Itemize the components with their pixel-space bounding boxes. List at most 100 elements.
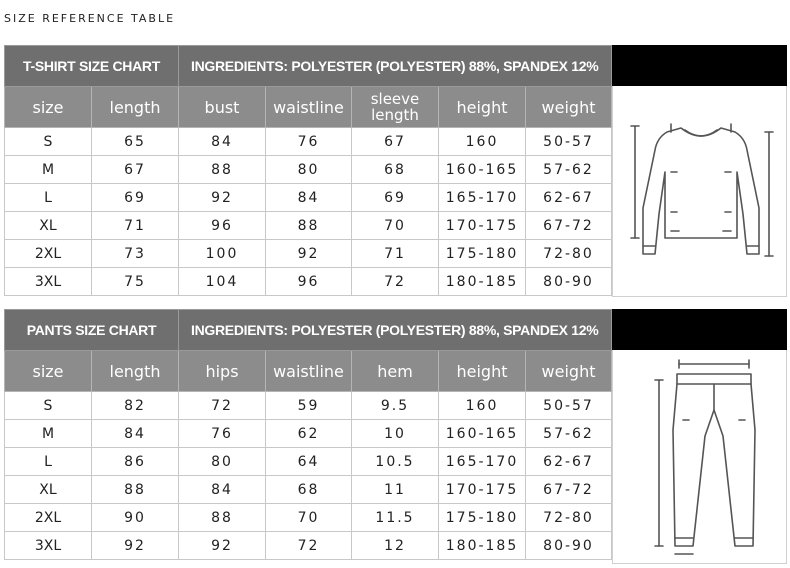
cell-size: S <box>4 127 92 156</box>
cell-waistline: 84 <box>265 183 352 212</box>
cell-hem: 9.5 <box>351 391 439 420</box>
header-weight: weight <box>524 350 613 392</box>
table-row: XL 71 96 88 70 170-175 67-72 <box>4 211 613 240</box>
cell-height: 180-185 <box>438 267 526 296</box>
cell-waistline: 72 <box>265 531 352 560</box>
table-row: 2XL 73 100 92 71 175-180 72-80 <box>4 239 613 268</box>
pants-size-table: PANTS SIZE CHART INGREDIENTS: POLYESTER … <box>4 309 613 560</box>
cell-length: 65 <box>91 127 179 156</box>
table-row: S 65 84 76 67 160 50-57 <box>4 127 613 156</box>
pants-image-panel <box>612 350 787 564</box>
header-height: height <box>438 86 526 128</box>
tshirt-ingredients: INGREDIENTS: POLYESTER (POLYESTER) 88%, … <box>177 45 613 87</box>
cell-size: 2XL <box>4 239 92 268</box>
table-row: XL 88 84 68 11 170-175 67-72 <box>4 475 613 504</box>
cell-size: XL <box>4 211 92 240</box>
cell-waistline: 96 <box>265 267 352 296</box>
cell-hem: 11 <box>351 475 439 504</box>
cell-height: 180-185 <box>438 531 526 560</box>
table-row: 3XL 75 104 96 72 180-185 80-90 <box>4 267 613 296</box>
cell-waistline: 68 <box>265 475 352 504</box>
cell-height: 175-180 <box>438 239 526 268</box>
cell-height: 175-180 <box>438 503 526 532</box>
cell-hem: 10 <box>351 419 439 448</box>
cell-waistline: 92 <box>265 239 352 268</box>
cell-size: 3XL <box>4 531 92 560</box>
cell-length: 69 <box>91 183 179 212</box>
cell-size: M <box>4 155 92 184</box>
cell-waistline: 88 <box>265 211 352 240</box>
tshirt-black-bar <box>612 45 787 86</box>
cell-size: 3XL <box>4 267 92 296</box>
cell-length: 73 <box>91 239 179 268</box>
cell-sleeve-length: 68 <box>351 155 439 184</box>
pants-chart-title: PANTS SIZE CHART <box>4 309 179 351</box>
cell-length: 90 <box>91 503 179 532</box>
cell-weight: 57-62 <box>524 419 613 448</box>
cell-size: L <box>4 447 92 476</box>
table-row: M 67 88 80 68 160-165 57-62 <box>4 155 613 184</box>
cell-hem: 10.5 <box>351 447 439 476</box>
cell-waistline: 80 <box>265 155 352 184</box>
cell-length: 71 <box>91 211 179 240</box>
tshirt-rows: S 65 84 76 67 160 50-57 M 67 88 80 68 160-165 57-62 L 6… <box>4 127 613 296</box>
cell-length: 92 <box>91 531 179 560</box>
cell-weight: 50-57 <box>524 127 613 156</box>
cell-length: 84 <box>91 419 179 448</box>
header-sleeve-line1: sleeve <box>370 90 420 108</box>
cell-weight: 80-90 <box>524 267 613 296</box>
cell-hips: 92 <box>178 531 266 560</box>
header-hem: hem <box>351 350 439 392</box>
cell-bust: 84 <box>178 127 266 156</box>
cell-waistline: 62 <box>265 419 352 448</box>
cell-bust: 88 <box>178 155 266 184</box>
cell-size: M <box>4 419 92 448</box>
cell-height: 160 <box>438 391 526 420</box>
cell-hips: 72 <box>178 391 266 420</box>
header-sleeve-line2: length <box>371 106 419 124</box>
cell-weight: 67-72 <box>524 211 613 240</box>
cell-weight: 67-72 <box>524 475 613 504</box>
table-row: S 82 72 59 9.5 160 50-57 <box>4 391 613 420</box>
cell-weight: 50-57 <box>524 391 613 420</box>
cell-height: 170-175 <box>438 475 526 504</box>
cell-waistline: 70 <box>265 503 352 532</box>
cell-size: S <box>4 391 92 420</box>
pants-rows: S 82 72 59 9.5 160 50-57 M 84 76 62 10 160-165 57-62 L… <box>4 391 613 560</box>
tshirt-size-table: T-SHIRT SIZE CHART INGREDIENTS: POLYESTE… <box>4 45 613 296</box>
cell-sleeve-length: 67 <box>351 127 439 156</box>
tshirt-image-panel <box>612 86 787 297</box>
header-hips: hips <box>178 350 266 392</box>
header-size: size <box>4 86 92 128</box>
cell-hips: 84 <box>178 475 266 504</box>
cell-hips: 76 <box>178 419 266 448</box>
cell-length: 86 <box>91 447 179 476</box>
cell-weight: 57-62 <box>524 155 613 184</box>
cell-sleeve-length: 72 <box>351 267 439 296</box>
cell-height: 160-165 <box>438 155 526 184</box>
cell-sleeve-length: 71 <box>351 239 439 268</box>
table-row: L 86 80 64 10.5 165-170 62-67 <box>4 447 613 476</box>
cell-length: 82 <box>91 391 179 420</box>
cell-size: 2XL <box>4 503 92 532</box>
cell-waistline: 76 <box>265 127 352 156</box>
cell-sleeve-length: 70 <box>351 211 439 240</box>
cell-weight: 72-80 <box>524 503 613 532</box>
header-length: length <box>91 350 179 392</box>
cell-height: 160 <box>438 127 526 156</box>
table-row: L 69 92 84 69 165-170 62-67 <box>4 183 613 212</box>
cell-sleeve-length: 69 <box>351 183 439 212</box>
header-waistline: waistline <box>265 350 352 392</box>
header-length: length <box>91 86 179 128</box>
pants-black-bar <box>612 309 787 350</box>
cell-weight: 62-67 <box>524 447 613 476</box>
cell-bust: 104 <box>178 267 266 296</box>
pants-ingredients: INGREDIENTS: POLYESTER (POLYESTER) 88%, … <box>177 309 613 351</box>
table-row: M 84 76 62 10 160-165 57-62 <box>4 419 613 448</box>
tshirt-chart-title: T-SHIRT SIZE CHART <box>4 45 179 87</box>
cell-weight: 62-67 <box>524 183 613 212</box>
cell-hem: 12 <box>351 531 439 560</box>
cell-bust: 96 <box>178 211 266 240</box>
cell-hips: 80 <box>178 447 266 476</box>
cell-waistline: 59 <box>265 391 352 420</box>
